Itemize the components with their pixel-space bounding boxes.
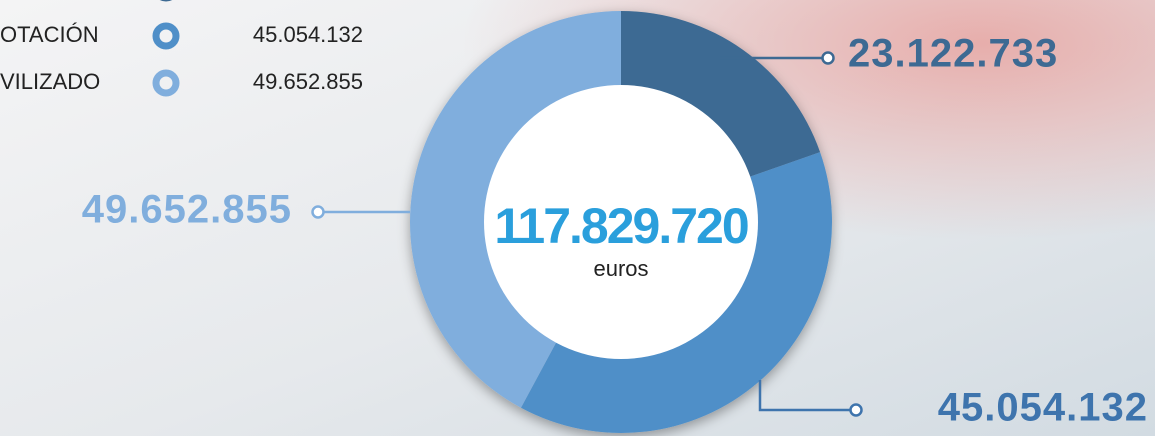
leader-dot	[311, 205, 325, 219]
legend-value: 49.652.855	[253, 69, 363, 94]
data-label: 23.122.733	[848, 32, 1058, 76]
donut-hole	[484, 85, 758, 359]
legend-value: 45.054.132	[253, 22, 363, 47]
total-label: 117.829.720	[494, 198, 747, 254]
leader-dot	[849, 403, 863, 417]
leader-line	[758, 380, 850, 412]
legend-swatch	[152, 22, 180, 50]
data-label: 45.054.132	[938, 386, 1148, 430]
leader-dot	[821, 51, 835, 65]
legend-label: OTACIÓN	[0, 22, 99, 47]
legend-swatch	[152, 69, 180, 97]
data-label: 49.652.855	[82, 188, 292, 232]
unit: euros	[593, 256, 648, 281]
donut-segment	[410, 11, 621, 408]
legend-label: VILIZADO	[0, 69, 100, 94]
donut-segment	[621, 11, 821, 179]
